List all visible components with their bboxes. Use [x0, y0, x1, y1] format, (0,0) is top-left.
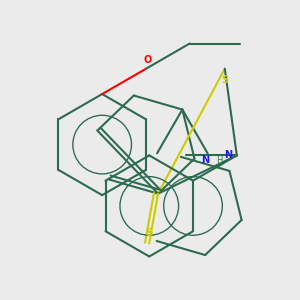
Text: O: O — [143, 56, 152, 65]
Text: N: N — [224, 150, 232, 161]
Text: S: S — [146, 228, 153, 239]
Text: H: H — [216, 156, 223, 165]
Text: S: S — [221, 75, 228, 85]
Text: N: N — [201, 155, 209, 165]
